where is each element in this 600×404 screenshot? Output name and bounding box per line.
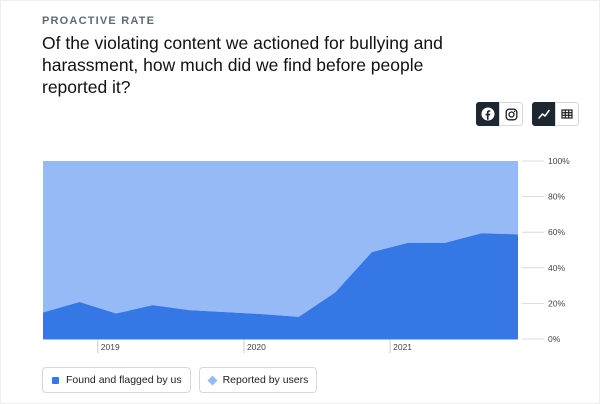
chart-legend: Found and flagged by us Reported by user…	[42, 367, 318, 393]
legend-found-label: Found and flagged by us	[66, 374, 182, 386]
x-tick-label: 2021	[393, 342, 412, 352]
line-chart-icon	[538, 109, 550, 119]
section-kicker: PROACTIVE RATE	[42, 15, 156, 27]
y-tick-label: 40%	[548, 263, 565, 273]
chart-view-button[interactable]	[532, 102, 556, 126]
legend-found-by-us[interactable]: Found and flagged by us	[42, 367, 191, 393]
legend-reported-by-users[interactable]: Reported by users	[198, 367, 318, 393]
y-tick-label: 100%	[548, 156, 570, 166]
y-tick-label: 60%	[548, 227, 565, 237]
y-tick-label: 20%	[548, 298, 565, 308]
instagram-toggle-button[interactable]	[499, 102, 523, 126]
y-tick-label: 0%	[548, 334, 561, 344]
reported-swatch	[207, 375, 218, 385]
x-tick-label: 2020	[247, 342, 266, 352]
found-swatch	[52, 376, 59, 384]
instagram-icon	[505, 108, 517, 120]
view-toggle	[532, 102, 579, 126]
table-icon	[561, 109, 573, 119]
x-tick-label: 2019	[101, 342, 120, 352]
reported-by-users-area	[43, 161, 518, 317]
chart-question-title: Of the violating content we actioned for…	[42, 33, 443, 97]
platform-toggle	[476, 102, 523, 126]
facebook-icon	[481, 107, 495, 121]
table-view-button[interactable]	[555, 102, 579, 126]
found-and-flagged-area	[43, 233, 518, 339]
legend-reported-label: Reported by users	[222, 374, 309, 386]
y-tick-label: 80%	[548, 192, 565, 202]
